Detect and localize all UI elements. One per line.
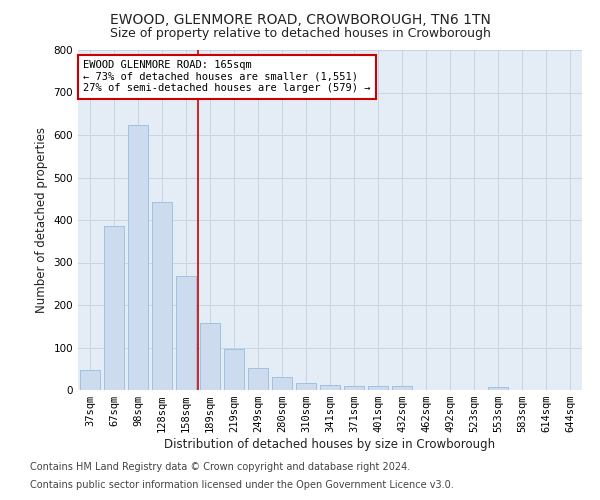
Text: Contains public sector information licensed under the Open Government Licence v3: Contains public sector information licen… bbox=[30, 480, 454, 490]
Bar bbox=[320, 385, 340, 390]
Bar bbox=[200, 324, 220, 390]
Bar bbox=[368, 386, 388, 390]
Bar bbox=[344, 386, 364, 390]
Bar bbox=[104, 226, 124, 390]
Bar bbox=[152, 202, 172, 390]
Y-axis label: Number of detached properties: Number of detached properties bbox=[35, 127, 48, 313]
Text: Size of property relative to detached houses in Crowborough: Size of property relative to detached ho… bbox=[110, 28, 490, 40]
Bar bbox=[176, 276, 196, 390]
Bar bbox=[296, 383, 316, 390]
Bar bbox=[224, 349, 244, 390]
Text: Contains HM Land Registry data © Crown copyright and database right 2024.: Contains HM Land Registry data © Crown c… bbox=[30, 462, 410, 472]
Bar bbox=[272, 377, 292, 390]
Bar bbox=[488, 387, 508, 390]
Text: EWOOD GLENMORE ROAD: 165sqm
← 73% of detached houses are smaller (1,551)
27% of : EWOOD GLENMORE ROAD: 165sqm ← 73% of det… bbox=[83, 60, 371, 94]
Bar bbox=[80, 370, 100, 390]
Bar bbox=[392, 386, 412, 390]
Bar bbox=[248, 368, 268, 390]
Bar bbox=[128, 125, 148, 390]
X-axis label: Distribution of detached houses by size in Crowborough: Distribution of detached houses by size … bbox=[164, 438, 496, 451]
Text: EWOOD, GLENMORE ROAD, CROWBOROUGH, TN6 1TN: EWOOD, GLENMORE ROAD, CROWBOROUGH, TN6 1… bbox=[110, 12, 490, 26]
